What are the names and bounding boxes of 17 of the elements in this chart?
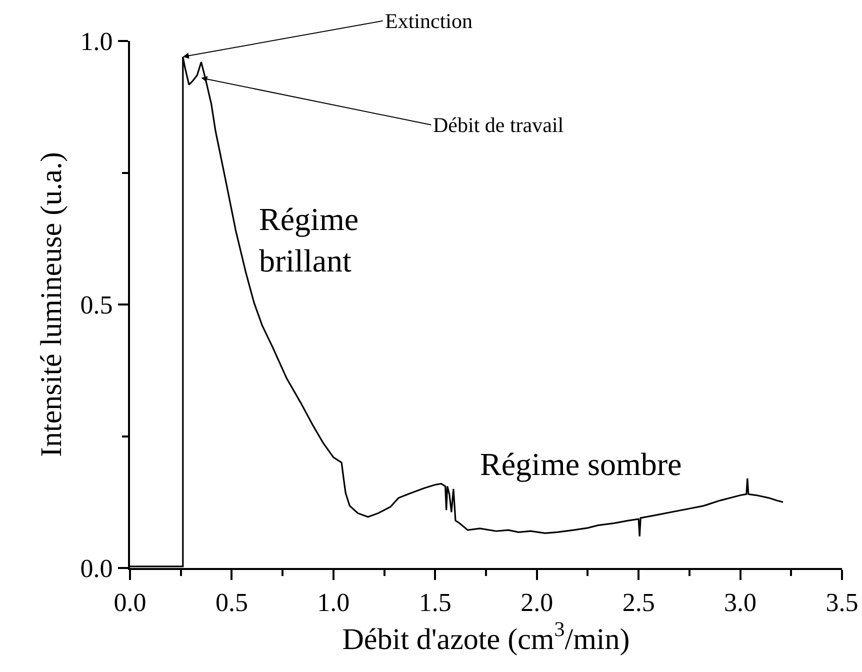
x-tick-label: 2.5 <box>622 588 655 618</box>
y-axis-title: Intensité lumineuse (u.a.) <box>34 152 68 457</box>
annotation: Régime sombre <box>480 446 682 482</box>
annotation: Régime brillant <box>259 201 359 279</box>
y-tick-label: 0.5 <box>80 290 113 320</box>
annotation: Extinction <box>385 9 473 33</box>
annotation: Débit de travail <box>433 113 564 137</box>
y-tick-label: 1.0 <box>80 27 113 56</box>
x-tick-label: 3.5 <box>826 588 858 618</box>
x-tick-label: 1.0 <box>317 588 350 618</box>
x-tick-label: 0.0 <box>114 588 146 618</box>
x-tick-label: 2.0 <box>520 588 554 618</box>
x-tick-label: 3.0 <box>724 588 757 618</box>
x-tick-label: 1.5 <box>418 588 452 618</box>
x-tick-label: 0.5 <box>215 588 248 618</box>
y-tick-label: 0.0 <box>80 554 113 584</box>
x-axis-title: Débit d'azote (cm$^{3}$/min) <box>342 617 630 656</box>
